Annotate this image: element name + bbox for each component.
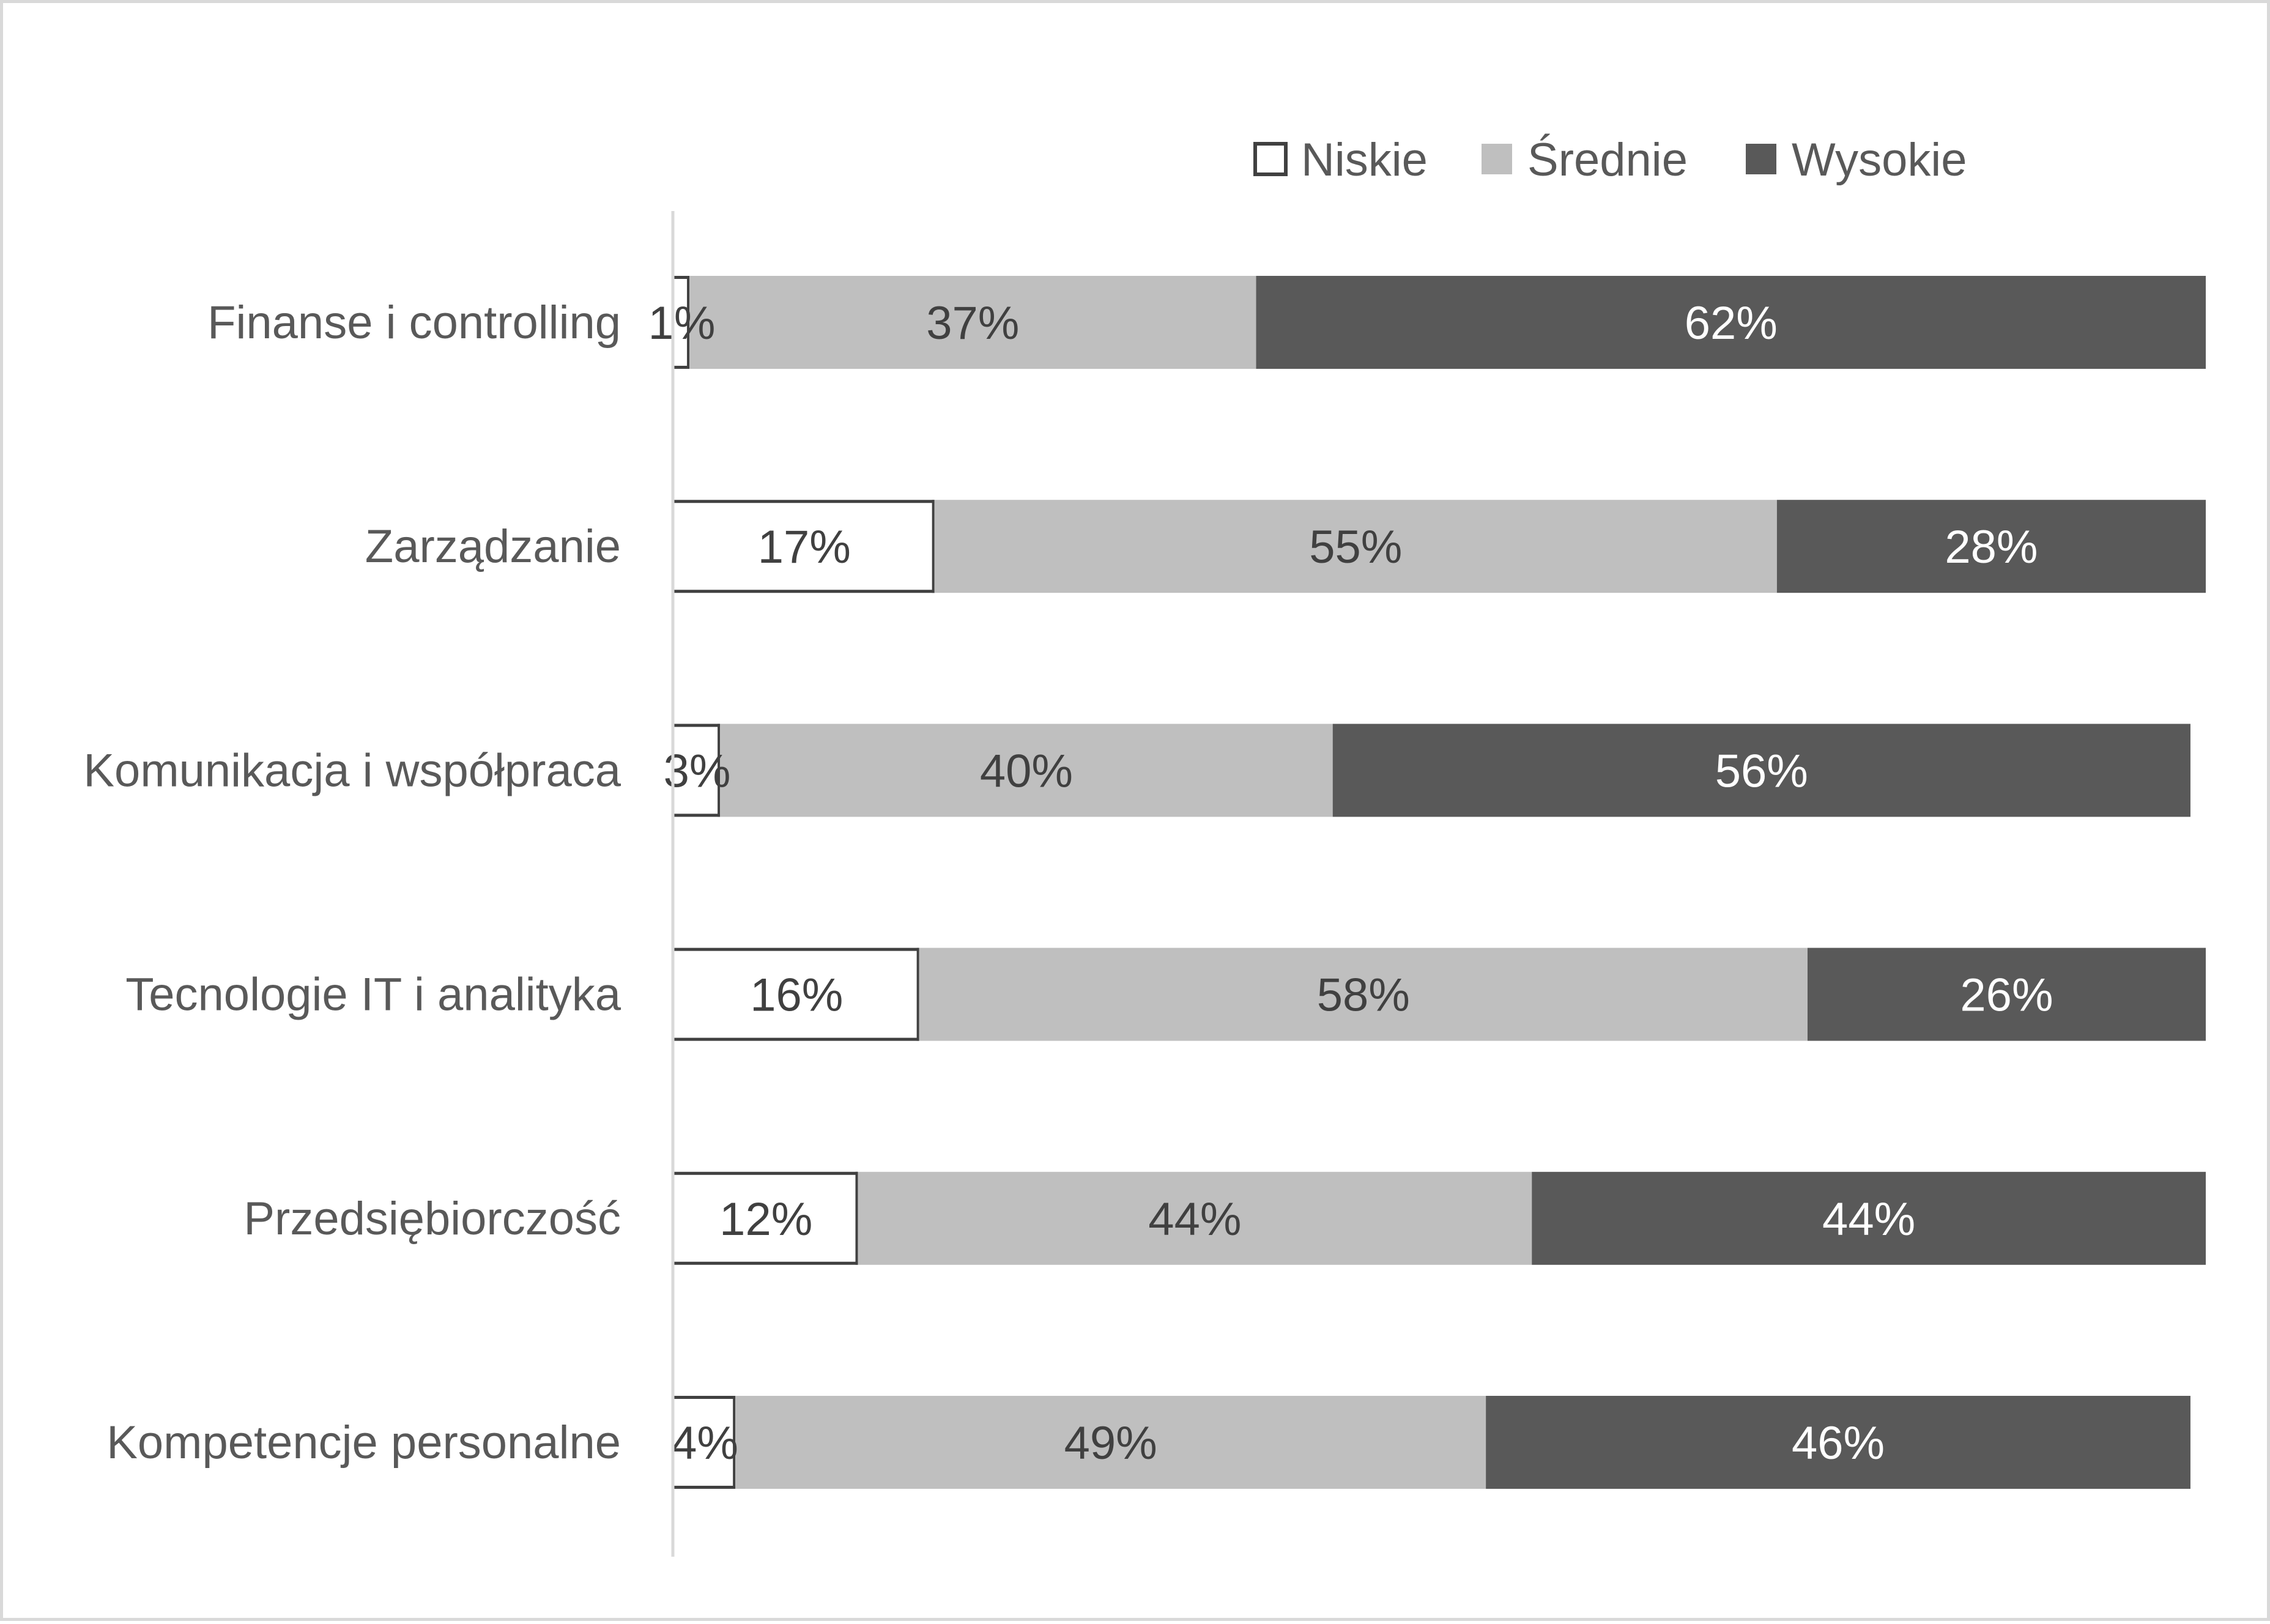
- bar: [674, 500, 935, 593]
- category-label: Komunikacja i współpraca: [83, 744, 621, 796]
- bar-segment-niskie: [674, 724, 721, 817]
- data-label: 44%: [1148, 1193, 1241, 1245]
- bar: [934, 500, 1777, 593]
- bar: [1256, 276, 2206, 369]
- bar: [858, 1171, 1532, 1265]
- bar: [689, 276, 1256, 369]
- bar-segment-srednie: [735, 1396, 1486, 1489]
- category-label: Zarządzanie: [365, 521, 621, 573]
- bar: [674, 947, 919, 1041]
- data-label: 26%: [1960, 970, 2053, 1021]
- bar: [1486, 1396, 2190, 1489]
- data-label: 4%: [671, 1417, 738, 1469]
- data-label: 46%: [1792, 1417, 1885, 1469]
- bar: [674, 1396, 736, 1489]
- bar-segment-srednie: [720, 724, 1333, 817]
- data-label: 55%: [1309, 521, 1402, 573]
- data-label: 44%: [1822, 1193, 1915, 1245]
- category-label: Przedsiębiorczość: [243, 1193, 621, 1245]
- bar-segment-niskie: [674, 1396, 736, 1489]
- data-label: 12%: [719, 1193, 812, 1245]
- data-label: 17%: [758, 521, 851, 573]
- data-label: 37%: [926, 297, 1019, 349]
- data-label: 3%: [664, 745, 731, 797]
- bar-segment-wysokie: [1532, 1171, 2206, 1265]
- bar-segment-niskie: [674, 1171, 858, 1265]
- data-label: 1%: [648, 297, 716, 349]
- bar-segment-srednie: [858, 1171, 1532, 1265]
- bar-segment-wysokie: [1256, 276, 2206, 369]
- bar-segment-niskie: [674, 947, 919, 1041]
- legend-item: Niskie: [1253, 134, 1428, 186]
- bar-segment-srednie: [689, 276, 1256, 369]
- bar-segment-wysokie: [1776, 500, 2206, 593]
- stacked-bar-chart: Niskie Średnie Wysokie 1% 37% 62% 17% 55% 28% 3%…: [83, 134, 2206, 1557]
- bar-segment-niskie: [674, 276, 690, 369]
- legend-item: Wysokie: [1746, 134, 1967, 186]
- legend-label: Niskie: [1301, 134, 1428, 186]
- bar: [735, 1396, 1486, 1489]
- bar: [1807, 947, 2206, 1041]
- bar: [674, 724, 721, 817]
- legend-label: Wysokie: [1792, 134, 1967, 186]
- category-label: Kompetencje personalne: [106, 1417, 621, 1469]
- data-label: 49%: [1064, 1417, 1157, 1469]
- bar: [1776, 500, 2206, 593]
- bar-segment-wysokie: [1807, 947, 2206, 1041]
- legend-swatch: [1482, 144, 1512, 174]
- bar: [1332, 724, 2190, 817]
- bar: [720, 724, 1333, 817]
- legend-item: Średnie: [1482, 134, 1688, 186]
- data-label: 16%: [750, 970, 843, 1021]
- bar-segment-niskie: [674, 500, 935, 593]
- category-label: Tecnologie IT i analityka: [125, 969, 621, 1021]
- legend-swatch: [1746, 144, 1776, 174]
- legend-label: Średnie: [1527, 134, 1688, 186]
- bar-segment-srednie: [934, 500, 1777, 593]
- bar-segment-wysokie: [1486, 1396, 2190, 1489]
- bar-segment-srednie: [919, 947, 1808, 1041]
- data-label: 40%: [980, 745, 1073, 797]
- bar-segment-wysokie: [1332, 724, 2190, 817]
- bar: [919, 947, 1808, 1041]
- category-labels: Finanse i controlling Zarządzanie Komunika…: [83, 297, 621, 1469]
- legend-swatch: [1253, 142, 1288, 176]
- data-label: 56%: [1715, 745, 1808, 797]
- legend: Niskie Średnie Wysokie: [1253, 134, 1967, 186]
- bar: [674, 1171, 858, 1265]
- data-label: 58%: [1317, 970, 1410, 1021]
- data-label: 28%: [1945, 521, 2038, 573]
- category-label: Finanse i controlling: [207, 297, 621, 349]
- data-label: 62%: [1685, 297, 1778, 349]
- bar: [1532, 1171, 2206, 1265]
- bars: 1% 37% 62% 17% 55% 28% 3% 40% 56% 16% 58% 26% 12% 44%…: [648, 276, 2206, 1489]
- bar: [674, 276, 690, 369]
